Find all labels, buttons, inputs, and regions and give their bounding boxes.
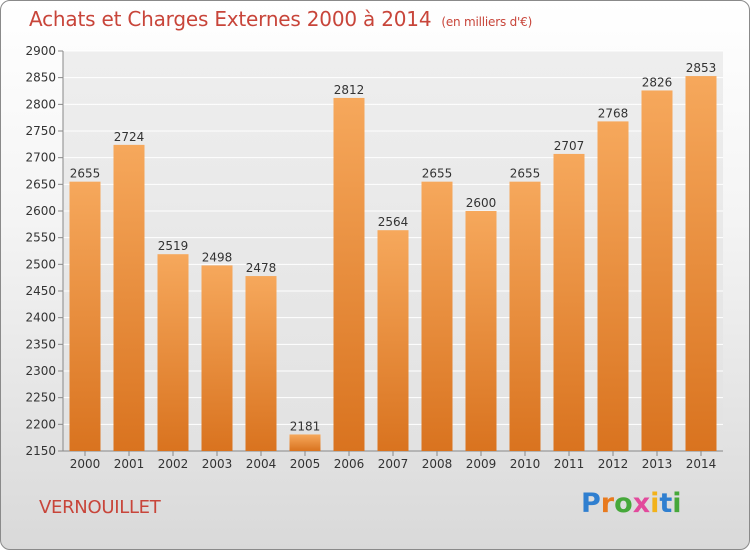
data-label-2007: 2564 [378, 215, 409, 229]
data-label-2001: 2724 [114, 130, 145, 144]
bar-2003 [201, 265, 233, 451]
logo-letter: x [632, 488, 651, 519]
logo-letter: P [581, 488, 601, 519]
y-tick-label: 2650 [25, 177, 56, 191]
x-tick-label-2002: 2002 [158, 457, 189, 471]
bar-2009 [465, 211, 497, 451]
x-tick-label-2008: 2008 [422, 457, 453, 471]
bar-2001 [113, 144, 145, 451]
bar-2011 [553, 153, 585, 451]
x-tick-label-2014: 2014 [686, 457, 717, 471]
y-tick-label: 2550 [25, 231, 56, 245]
x-tick-label-2001: 2001 [114, 457, 145, 471]
logo-letter: t [659, 488, 673, 519]
bar-2014 [685, 76, 717, 452]
chart-title: Achats et Charges Externes 2000 à 2014 (e… [29, 7, 532, 31]
y-tick-label: 2300 [25, 364, 56, 378]
x-tick-label-2012: 2012 [598, 457, 629, 471]
data-label-2004: 2478 [246, 261, 277, 275]
x-tick-label-2007: 2007 [378, 457, 409, 471]
logo-letter: i [672, 488, 682, 519]
data-label-2009: 2600 [466, 196, 497, 210]
data-label-2008: 2655 [422, 167, 453, 181]
x-tick-label-2003: 2003 [202, 457, 233, 471]
bar-2010 [509, 181, 541, 451]
logo-letter: r [600, 488, 615, 519]
x-axis-ticks: 2000 2001 2002 2003 2004 2005 2006 2007 2008 2009… [70, 451, 717, 471]
city-name: VERNOUILLET [39, 497, 161, 518]
x-tick-label-2000: 2000 [70, 457, 101, 471]
bar-2005 [289, 434, 321, 451]
y-tick-label: 2800 [25, 97, 56, 111]
data-label-2014: 2853 [686, 61, 717, 75]
bar-2002 [157, 254, 189, 451]
logo-letter: o [614, 488, 633, 519]
chart-title-text: Achats et Charges Externes 2000 à 2014 [29, 7, 432, 31]
y-tick-label: 2900 [25, 44, 56, 58]
bar-2012 [597, 121, 629, 452]
y-tick-label: 2400 [25, 311, 56, 325]
x-tick-label-2006: 2006 [334, 457, 365, 471]
data-label-2010: 2655 [510, 167, 541, 181]
x-tick-label-2004: 2004 [246, 457, 277, 471]
data-label-2006: 2812 [334, 83, 365, 97]
data-labels: 2655 2724 2519 2498 2478 2181 2812 2564 2655 2600… [70, 61, 717, 433]
bar-2007 [377, 230, 409, 451]
x-tick-label-2013: 2013 [642, 457, 673, 471]
data-label-2005: 2181 [290, 419, 321, 433]
chart-unit: (en milliers d'€) [441, 15, 533, 29]
y-tick-label: 2350 [25, 337, 56, 351]
y-tick-label: 2850 [25, 71, 56, 85]
y-tick-label: 2450 [25, 284, 56, 298]
y-tick-label: 2700 [25, 151, 56, 165]
bar-2013 [641, 90, 673, 451]
proxiti-logo: Proxiti [581, 488, 682, 519]
bars [69, 76, 717, 452]
bar-2004 [245, 276, 277, 451]
x-tick-label-2005: 2005 [290, 457, 321, 471]
data-label-2013: 2826 [642, 75, 673, 89]
bar-2006 [333, 97, 365, 451]
bar-2008 [421, 181, 453, 451]
data-label-2012: 2768 [598, 106, 629, 120]
x-tick-label-2009: 2009 [466, 457, 497, 471]
y-tick-label: 2150 [25, 444, 56, 458]
y-tick-label: 2750 [25, 124, 56, 138]
data-label-2002: 2519 [158, 239, 189, 253]
y-tick-label: 2200 [25, 417, 56, 431]
y-tick-label: 2500 [25, 257, 56, 271]
x-tick-label-2010: 2010 [510, 457, 541, 471]
logo-letter: i [650, 488, 660, 519]
data-label-2000: 2655 [70, 167, 101, 181]
x-tick-label-2011: 2011 [554, 457, 585, 471]
bar-2000 [69, 181, 101, 451]
data-label-2003: 2498 [202, 250, 233, 264]
y-tick-label: 2250 [25, 391, 56, 405]
data-label-2011: 2707 [554, 139, 585, 153]
y-tick-label: 2600 [25, 204, 56, 218]
